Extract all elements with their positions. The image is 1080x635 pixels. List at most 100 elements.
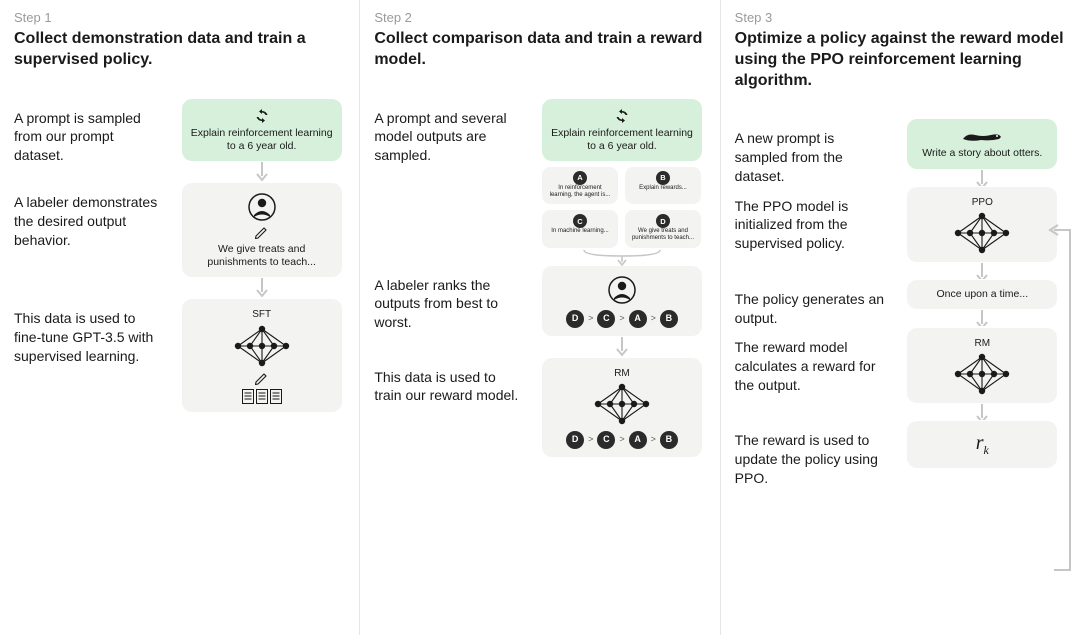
step-3-label: Step 3: [735, 10, 1066, 25]
doc-icon: [256, 389, 268, 404]
badge-b: B: [656, 171, 670, 185]
step3-row4-desc: The reward model calculates a reward for…: [735, 328, 885, 395]
recycle-icon: [255, 109, 269, 123]
docs-icon-group: [242, 389, 282, 404]
step3-row1: A new prompt is sampled from the dataset…: [735, 119, 1066, 186]
step1-row2: A labeler demonstrates the desired outpu…: [14, 183, 345, 299]
diagram-columns: Step 1 Collect demonstration data and tr…: [0, 0, 1080, 635]
gt-icon: >: [588, 434, 593, 445]
doc-icon: [270, 389, 282, 404]
step2-labeler-card: D > C > A > B: [542, 266, 702, 336]
rank-badge: C: [597, 310, 615, 328]
step2-prompt-text: Explain reinforcement learning to a 6 ye…: [550, 127, 694, 153]
arrow-icon: [182, 277, 342, 299]
step1-labeler-card: We give treats and punishments to teach.…: [182, 183, 342, 277]
sample-d-text: We give treats and punishments to teach.…: [629, 228, 697, 242]
gt-icon: >: [619, 434, 624, 445]
loop-arrow-icon: [1048, 220, 1078, 580]
rank-badge: D: [566, 310, 584, 328]
step2-rm-label: RM: [614, 368, 630, 381]
gt-icon: >: [588, 313, 593, 324]
step1-sft-card: SFT: [182, 299, 342, 412]
rank-badge: A: [629, 431, 647, 449]
step3-reward-card: rk: [907, 421, 1057, 468]
step1-row1: A prompt is sampled from our prompt data…: [14, 99, 345, 183]
badge-d: D: [656, 214, 670, 228]
ranking-2: D > C > A > B: [566, 431, 678, 449]
neural-net-icon: [590, 383, 654, 425]
arrow-icon: [902, 262, 1062, 280]
step1-prompt-card: Explain reinforcement learning to a 6 ye…: [182, 99, 342, 161]
step-2-column: Step 2 Collect comparison data and train…: [360, 0, 720, 635]
sample-card-a: A In reinforcement learning, the agent i…: [542, 167, 618, 204]
step1-row1-desc: A prompt is sampled from our prompt data…: [14, 99, 164, 166]
doc-icon: [242, 389, 254, 404]
arrow-icon: [902, 403, 1062, 421]
sample-a-text: In reinforcement learning, the agent is.…: [546, 185, 614, 199]
sample-card-c: C In machine learning...: [542, 210, 618, 247]
rank-badge: B: [660, 431, 678, 449]
step-3-title: Optimize a policy against the reward mod…: [735, 29, 1066, 91]
arrow-icon: [902, 169, 1062, 187]
step2-row2-desc: A labeler ranks the outputs from best to…: [374, 266, 524, 333]
step2-rm-card: RM D > C > A > B: [542, 358, 702, 458]
person-icon: [608, 276, 636, 304]
sample-card-b: B Explain rewards...: [625, 167, 701, 204]
sample-c-text: In machine learning...: [551, 228, 608, 235]
step1-row2-desc: A labeler demonstrates the desired outpu…: [14, 183, 164, 250]
pencil-icon: [255, 225, 269, 239]
person-icon: [248, 193, 276, 221]
step2-row2: A labeler ranks the outputs from best to…: [374, 266, 705, 358]
step2-prompt-card: Explain reinforcement learning to a 6 ye…: [542, 99, 702, 161]
arrow-icon: [902, 309, 1062, 327]
step3-row2: The PPO model is initialized from the su…: [735, 187, 1066, 281]
step3-ppo-card: PPO: [907, 187, 1057, 263]
step3-row3-desc: The policy generates an output.: [735, 280, 885, 328]
otter-icon: [961, 129, 1003, 143]
step3-row5-desc: The reward is used to update the policy …: [735, 421, 885, 488]
step3-ppo-label: PPO: [972, 197, 993, 210]
neural-net-icon: [950, 212, 1014, 254]
step-1-label: Step 1: [14, 10, 345, 25]
rank-badge: B: [660, 310, 678, 328]
rank-badge: D: [566, 431, 584, 449]
step2-samples-grid: A In reinforcement learning, the agent i…: [542, 167, 702, 248]
gt-icon: >: [651, 313, 656, 324]
step3-row1-desc: A new prompt is sampled from the dataset…: [735, 119, 885, 186]
step2-row3-desc: This data is used to train our reward mo…: [374, 358, 524, 406]
step2-row1: A prompt and several model outputs are s…: [374, 99, 705, 266]
gt-icon: >: [651, 434, 656, 445]
step3-row3: The policy generates an output. Once upo…: [735, 280, 1066, 328]
step-1-title: Collect demonstration data and train a s…: [14, 29, 345, 71]
ranking-1: D > C > A > B: [566, 310, 678, 328]
step3-prompt-text: Write a story about otters.: [922, 147, 1042, 160]
step1-sft-label: SFT: [252, 309, 271, 322]
step1-row3: This data is used to fine-tune GPT-3.5 w…: [14, 299, 345, 412]
step3-row5: The reward is used to update the policy …: [735, 421, 1066, 488]
step1-labeler-text: We give treats and punishments to teach.…: [190, 243, 334, 269]
rank-badge: A: [629, 310, 647, 328]
brace-down-icon: [542, 248, 702, 266]
gt-icon: >: [619, 313, 624, 324]
step1-row3-desc: This data is used to fine-tune GPT-3.5 w…: [14, 299, 164, 366]
step3-output-text: Once upon a time...: [936, 288, 1028, 301]
step-3-column: Step 3 Optimize a policy against the rew…: [721, 0, 1080, 635]
arrow-icon: [542, 336, 702, 358]
step-2-title: Collect comparison data and train a rewa…: [374, 29, 705, 71]
reward-symbol: rk: [976, 431, 989, 458]
step1-prompt-text: Explain reinforcement learning to a 6 ye…: [190, 127, 334, 153]
step-2-label: Step 2: [374, 10, 705, 25]
step3-output-card: Once upon a time...: [907, 280, 1057, 309]
step-1-column: Step 1 Collect demonstration data and tr…: [0, 0, 360, 635]
badge-a: A: [573, 171, 587, 185]
step3-row2-desc: The PPO model is initialized from the su…: [735, 187, 885, 254]
step3-row4: The reward model calculates a reward for…: [735, 328, 1066, 422]
step3-rm-card: RM: [907, 328, 1057, 404]
neural-net-icon: [230, 325, 294, 367]
rank-badge: C: [597, 431, 615, 449]
step3-prompt-card: Write a story about otters.: [907, 119, 1057, 168]
pencil-icon: [255, 371, 269, 385]
step3-rm-label: RM: [975, 338, 991, 351]
recycle-icon: [615, 109, 629, 123]
sample-b-text: Explain rewards...: [639, 185, 687, 192]
